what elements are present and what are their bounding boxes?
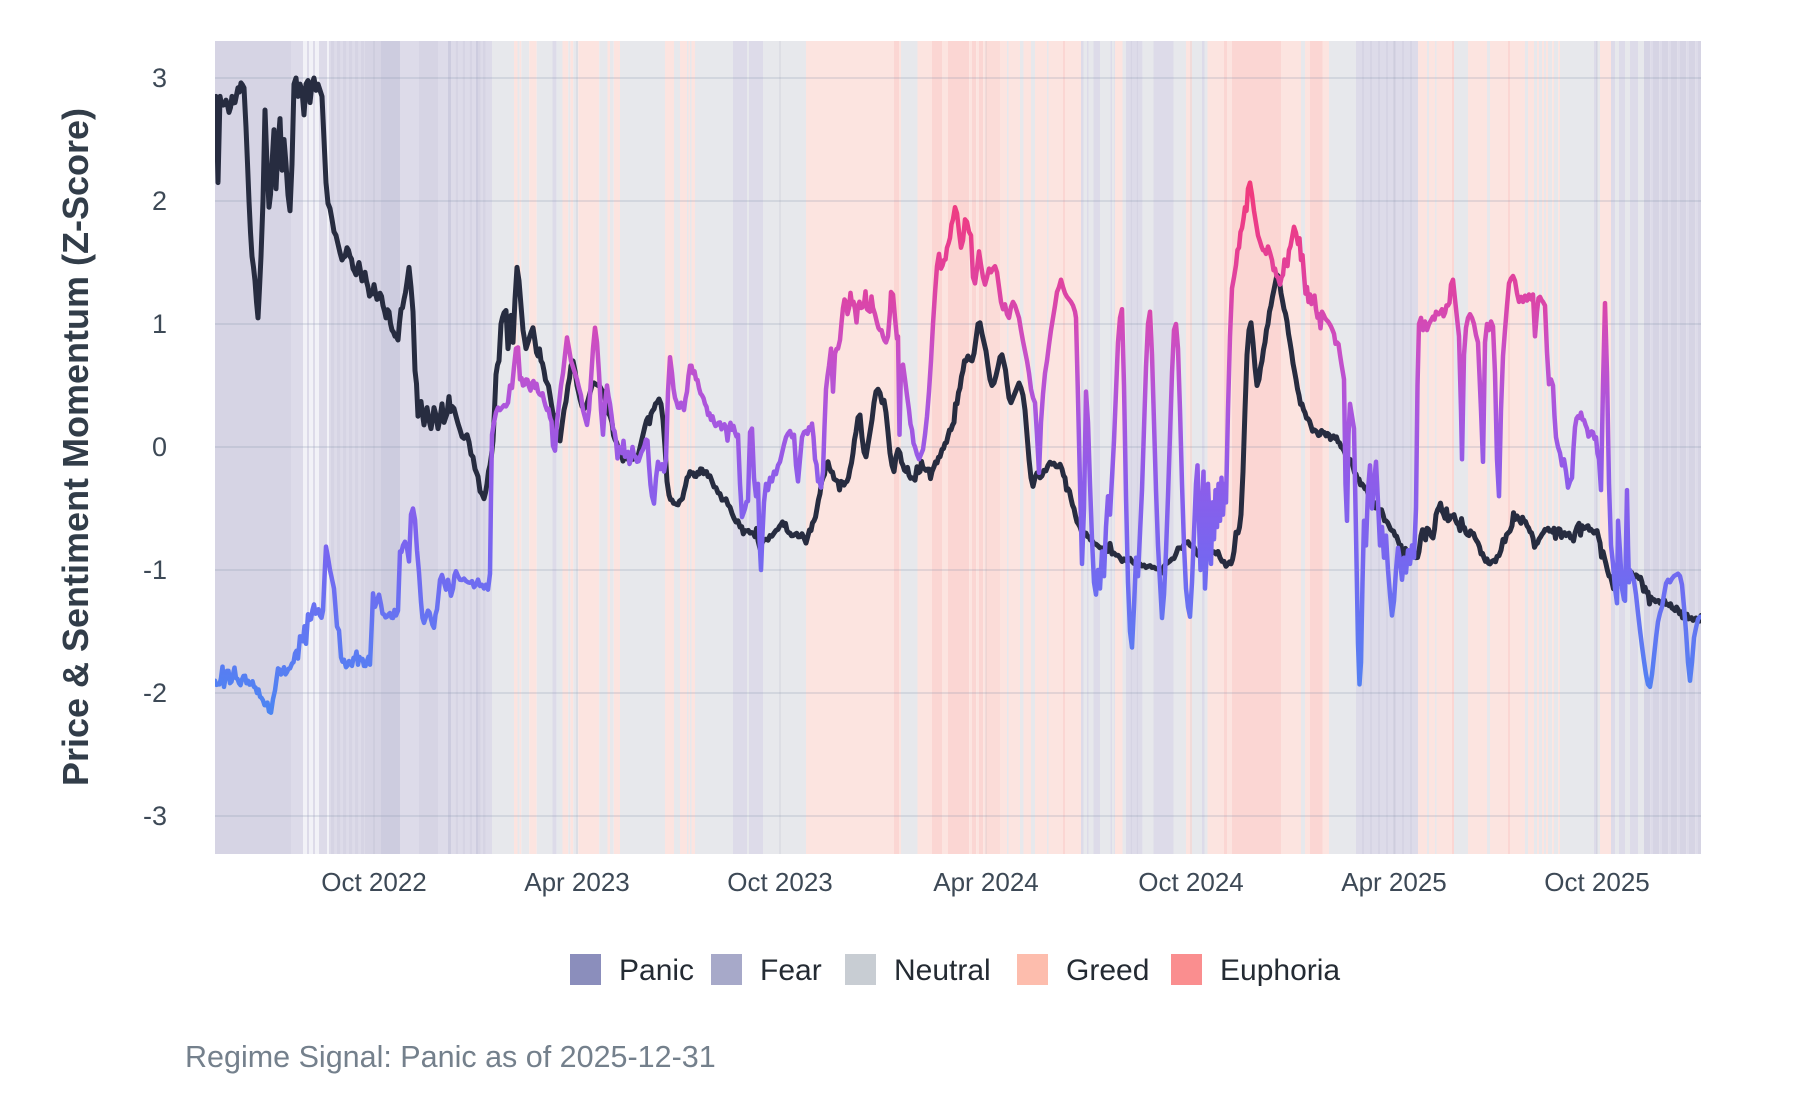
svg-text:Apr 2024: Apr 2024 xyxy=(933,867,1039,897)
svg-text:Greed: Greed xyxy=(1066,954,1149,987)
svg-text:Euphoria: Euphoria xyxy=(1220,954,1340,987)
svg-text:Apr 2023: Apr 2023 xyxy=(524,867,630,897)
svg-text:Fear: Fear xyxy=(760,954,822,987)
svg-text:Regime Signal: Panic as of 202: Regime Signal: Panic as of 2025-12-31 xyxy=(185,1040,716,1074)
svg-text:Apr 2025: Apr 2025 xyxy=(1341,867,1447,897)
svg-text:-2: -2 xyxy=(143,678,167,708)
svg-text:Oct 2025: Oct 2025 xyxy=(1544,867,1650,897)
svg-text:Oct 2024: Oct 2024 xyxy=(1138,867,1244,897)
svg-text:3: 3 xyxy=(152,63,167,93)
svg-text:Panic: Panic xyxy=(619,954,694,987)
svg-text:1: 1 xyxy=(152,309,167,339)
svg-text:0: 0 xyxy=(152,432,167,462)
svg-text:-1: -1 xyxy=(143,555,167,585)
svg-text:-3: -3 xyxy=(143,801,167,831)
svg-text:Oct 2023: Oct 2023 xyxy=(727,867,833,897)
svg-text:Neutral: Neutral xyxy=(894,954,991,987)
svg-text:Oct 2022: Oct 2022 xyxy=(321,867,427,897)
svg-text:2: 2 xyxy=(152,186,167,216)
svg-text:Price & Sentiment Momentum (Z-: Price & Sentiment Momentum (Z-Score) xyxy=(55,108,96,786)
